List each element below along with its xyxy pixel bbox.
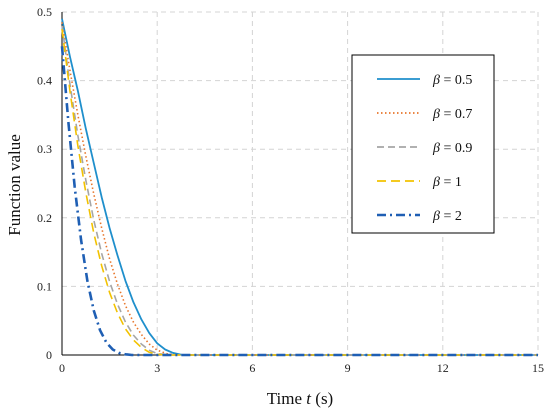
y-tick-label: 0.4 xyxy=(37,74,52,88)
series-line-1 xyxy=(61,18,538,356)
x-tick-label: 6 xyxy=(249,361,255,375)
y-tick-label: 0 xyxy=(46,348,52,362)
legend-label-3: β = 0.9 xyxy=(432,141,472,156)
legend-label-4: β = 1 xyxy=(432,175,462,190)
legend-label-5: β = 2 xyxy=(432,209,462,224)
series-line-5 xyxy=(60,46,538,357)
y-tick-labels: 0 0.1 0.2 0.3 0.4 0.5 xyxy=(37,5,52,362)
series-line-4 xyxy=(61,29,538,356)
legend-label-2: β = 0.7 xyxy=(432,107,472,122)
legend: β = 0.5 β = 0.7 β = 0.9 β = 1 β = 2 xyxy=(351,54,495,234)
x-axis-label: Time t (s) xyxy=(267,389,333,408)
x-tick-labels: 0 3 6 9 12 15 xyxy=(59,361,544,375)
x-tick-label: 15 xyxy=(532,361,544,375)
y-tick-label: 0.2 xyxy=(37,211,52,225)
x-tick-label: 9 xyxy=(345,361,351,375)
legend-box xyxy=(351,54,495,234)
series-line-3 xyxy=(61,25,538,356)
x-tick-label: 12 xyxy=(437,361,449,375)
x-tick-label: 0 xyxy=(59,361,65,375)
x-tick-label: 3 xyxy=(154,361,160,375)
y-tick-label: 0.5 xyxy=(37,5,52,19)
legend-label-1: β = 0.5 xyxy=(432,73,472,88)
y-tick-label: 0.3 xyxy=(37,142,52,156)
series-lines xyxy=(60,18,538,357)
y-axis-label: Function value xyxy=(5,134,24,236)
y-tick-label: 0.1 xyxy=(37,279,52,293)
